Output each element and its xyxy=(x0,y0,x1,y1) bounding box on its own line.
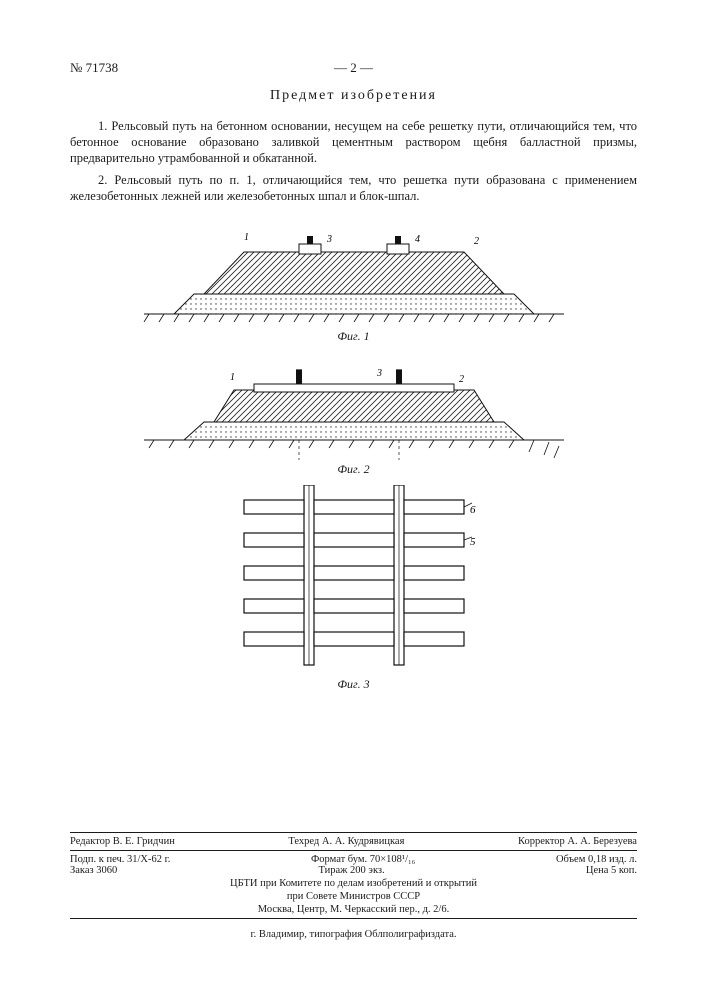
svg-text:1: 1 xyxy=(244,232,249,243)
address: Москва, Центр, М. Черкасский пер., д. 2/… xyxy=(70,904,637,915)
org2: при Совете Министров СССР xyxy=(70,891,637,902)
fig1-caption: Фиг. 1 xyxy=(70,329,637,344)
techred: Техред А. А. Кудрявицкая xyxy=(288,836,404,847)
svg-text:1: 1 xyxy=(230,372,235,383)
section-title: Предмет изобретения xyxy=(70,88,637,104)
svg-text:3: 3 xyxy=(376,368,382,379)
claim-2: 2. Рельсовый путь по п. 1, отличающийся … xyxy=(70,172,637,204)
tirage: Тираж 200 экз. xyxy=(319,865,385,876)
volume: Объем 0,18 изд. л. xyxy=(556,854,637,865)
figure-3: 6 5 Фиг. 3 xyxy=(70,485,637,692)
fig2-caption: Фиг. 2 xyxy=(70,462,637,477)
printer: г. Владимир, типография Облполиграфиздат… xyxy=(70,929,637,940)
doc-number: № 71738 xyxy=(70,60,118,76)
format: Формат бум. 70×108¹/₁₆ xyxy=(311,854,415,865)
svg-text:6: 6 xyxy=(470,504,476,516)
figure-1: 1 3 4 2 Фиг. 1 xyxy=(70,222,637,344)
editor: Редактор В. Е. Гридчин xyxy=(70,836,175,847)
svg-text:2: 2 xyxy=(459,374,464,385)
order: Заказ 3060 xyxy=(70,865,117,876)
svg-text:5: 5 xyxy=(470,536,476,548)
svg-text:3: 3 xyxy=(326,234,332,245)
org1: ЦБТИ при Комитете по делам изобретений и… xyxy=(70,878,637,889)
figure-2: 1 3 2 Фиг. 2 xyxy=(70,360,637,477)
colophon: Редактор В. Е. Гридчин Техред А. А. Кудр… xyxy=(70,829,637,940)
fig3-caption: Фиг. 3 xyxy=(70,677,637,692)
corrector: Корректор А. А. Березуева xyxy=(518,836,637,847)
claim-1: 1. Рельсовый путь на бетонном основании,… xyxy=(70,118,637,166)
svg-text:4: 4 xyxy=(415,234,420,245)
page-number: — 2 — xyxy=(334,60,373,76)
print-date: Подп. к печ. 31/X-62 г. xyxy=(70,854,170,865)
svg-text:2: 2 xyxy=(474,236,479,247)
price: Цена 5 коп. xyxy=(586,865,637,876)
